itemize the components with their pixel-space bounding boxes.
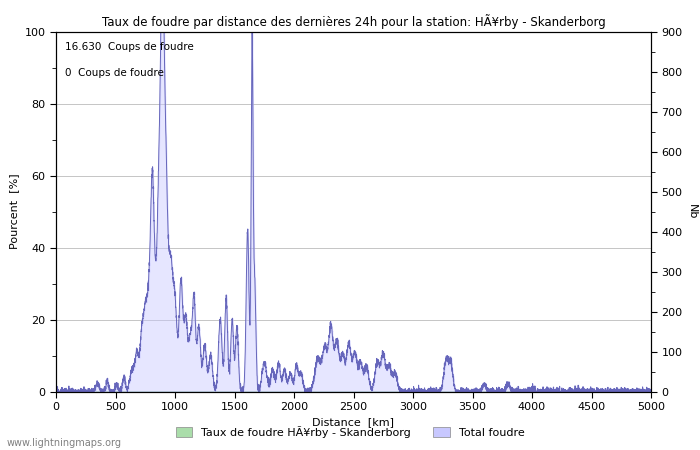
Text: 0  Coups de foudre: 0 Coups de foudre: [65, 68, 164, 77]
Y-axis label: Pourcent  [%]: Pourcent [%]: [9, 174, 19, 249]
Title: Taux de foudre par distance des dernières 24h pour la station: HÃ¥rby - Skanderb: Taux de foudre par distance des dernière…: [102, 14, 606, 29]
Text: www.lightningmaps.org: www.lightningmaps.org: [7, 438, 122, 448]
Legend: Taux de foudre HÃ¥rby - Skanderborg, Total foudre: Taux de foudre HÃ¥rby - Skanderborg, Tot…: [171, 421, 529, 442]
Text: 16.630  Coups de foudre: 16.630 Coups de foudre: [65, 42, 194, 52]
Y-axis label: Nb: Nb: [687, 204, 696, 219]
X-axis label: Distance  [km]: Distance [km]: [312, 418, 395, 428]
